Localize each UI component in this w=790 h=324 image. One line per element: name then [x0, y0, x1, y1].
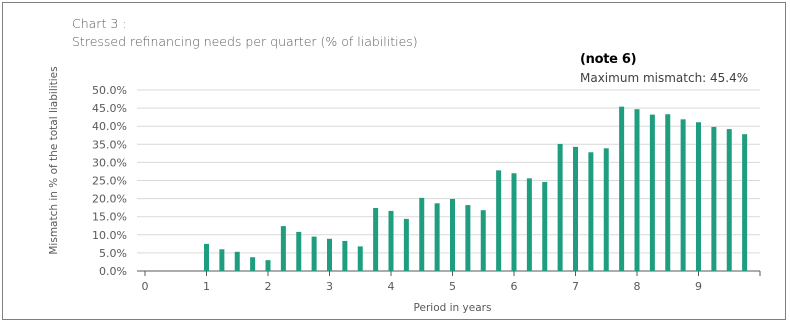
bar: [480, 210, 486, 271]
bar: [311, 236, 317, 271]
y-tick-label: 35.0%: [92, 138, 127, 151]
y-tick-label: 50.0%: [92, 84, 127, 97]
bar: [388, 210, 394, 271]
bar: [403, 218, 409, 271]
bar: [296, 231, 302, 271]
chart-frame: [2, 2, 786, 320]
bar: [265, 260, 271, 271]
bar: [496, 170, 502, 271]
bar: [465, 205, 471, 271]
bar: [726, 129, 732, 271]
x-axis-title: Period in years: [414, 302, 492, 314]
bar: [742, 134, 748, 271]
y-tick-label: 15.0%: [92, 211, 127, 224]
note-annotation: (note 6): [580, 52, 637, 67]
x-tick-label: 3: [326, 280, 333, 293]
bar: [280, 226, 286, 271]
bar: [711, 126, 717, 271]
chart-subtitle: Stressed refinancing needs per quarter (…: [72, 34, 418, 49]
x-tick-label: 9: [695, 280, 702, 293]
bar: [557, 143, 563, 271]
bar: [511, 173, 517, 271]
bar: [619, 106, 625, 271]
x-tick-label: 2: [265, 280, 272, 293]
bar: [204, 243, 209, 271]
y-tick-label: 20.0%: [92, 193, 127, 206]
bar: [542, 181, 548, 271]
y-tick-label: 10.0%: [92, 229, 127, 242]
y-tick-label: 25.0%: [92, 175, 127, 188]
bar: [588, 152, 594, 271]
bar: [603, 148, 609, 271]
bar: [680, 119, 686, 272]
bar: [450, 198, 455, 271]
x-tick-label: 6: [511, 280, 518, 293]
y-axis-title: Mismatch in % of the total liabilities: [48, 66, 60, 254]
bar: [342, 240, 348, 271]
x-tick-label: 7: [572, 280, 579, 293]
bar: [357, 246, 363, 271]
y-tick-label: 45.0%: [92, 102, 127, 115]
y-tick-label: 0.0%: [99, 265, 127, 278]
bar: [634, 109, 640, 271]
bar: [373, 208, 379, 271]
bar: [327, 238, 332, 271]
bar: [434, 203, 440, 271]
bar: [419, 197, 425, 271]
bar: [573, 146, 578, 271]
y-tick-label: 40.0%: [92, 120, 127, 133]
bar: [649, 114, 655, 271]
chart-title: Chart 3 :: [72, 16, 127, 31]
bar: [234, 251, 240, 271]
bar: [219, 249, 225, 271]
x-tick-label: 4: [388, 280, 395, 293]
bar: [526, 178, 532, 271]
y-tick-label: 30.0%: [92, 156, 127, 169]
x-tick-label: 0: [142, 280, 149, 293]
bar: [250, 257, 256, 271]
max-mismatch-annotation: Maximum mismatch: 45.4%: [580, 71, 749, 85]
x-tick-label: 5: [449, 280, 456, 293]
x-tick-label: 8: [634, 280, 641, 293]
x-tick-label: 1: [203, 280, 210, 293]
bar: [696, 122, 701, 271]
bar: [665, 114, 671, 271]
y-tick-label: 5.0%: [99, 247, 127, 260]
